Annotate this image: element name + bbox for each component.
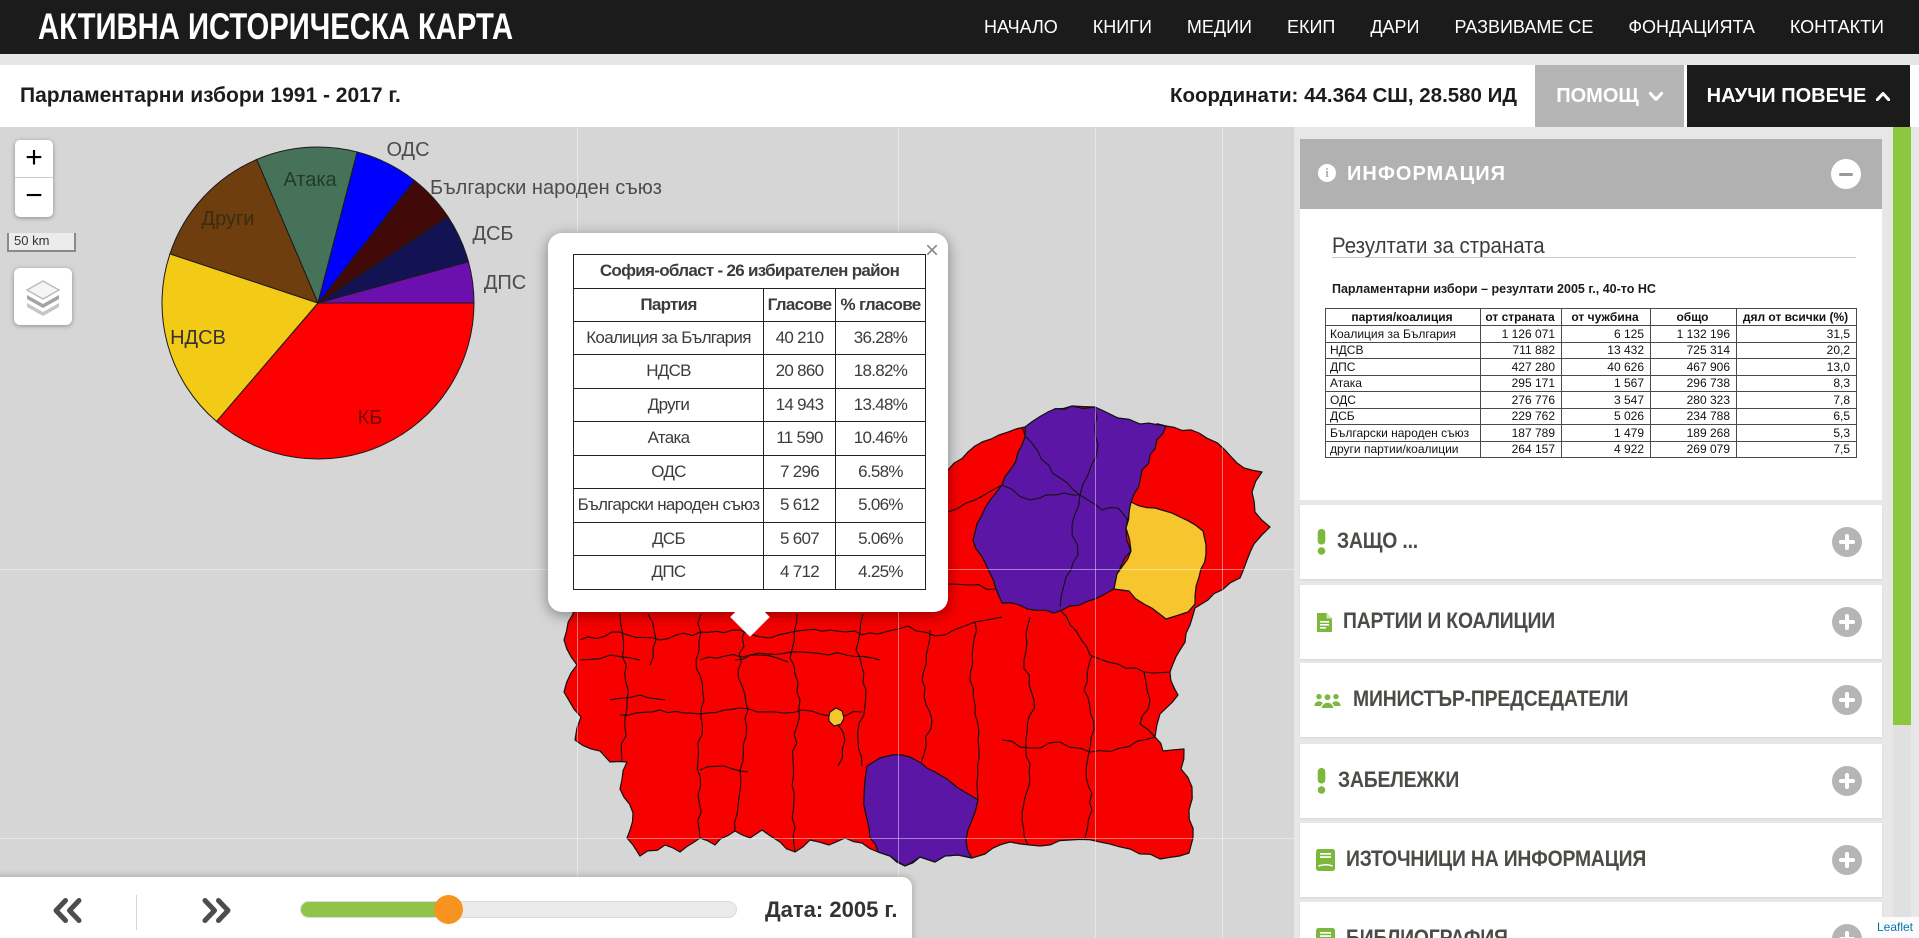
svg-text:Атака: Атака (283, 169, 337, 191)
svg-text:НДСВ: НДСВ (170, 327, 226, 349)
svg-text:Други: Други (202, 208, 255, 230)
svg-text:ДСБ: ДСБ (472, 223, 513, 245)
svg-text:КБ: КБ (358, 407, 383, 429)
svg-text:Български народен съюз: Български народен съюз (430, 177, 662, 199)
svg-text:ДПС: ДПС (484, 272, 526, 294)
svg-text:ОДС: ОДС (386, 139, 429, 161)
